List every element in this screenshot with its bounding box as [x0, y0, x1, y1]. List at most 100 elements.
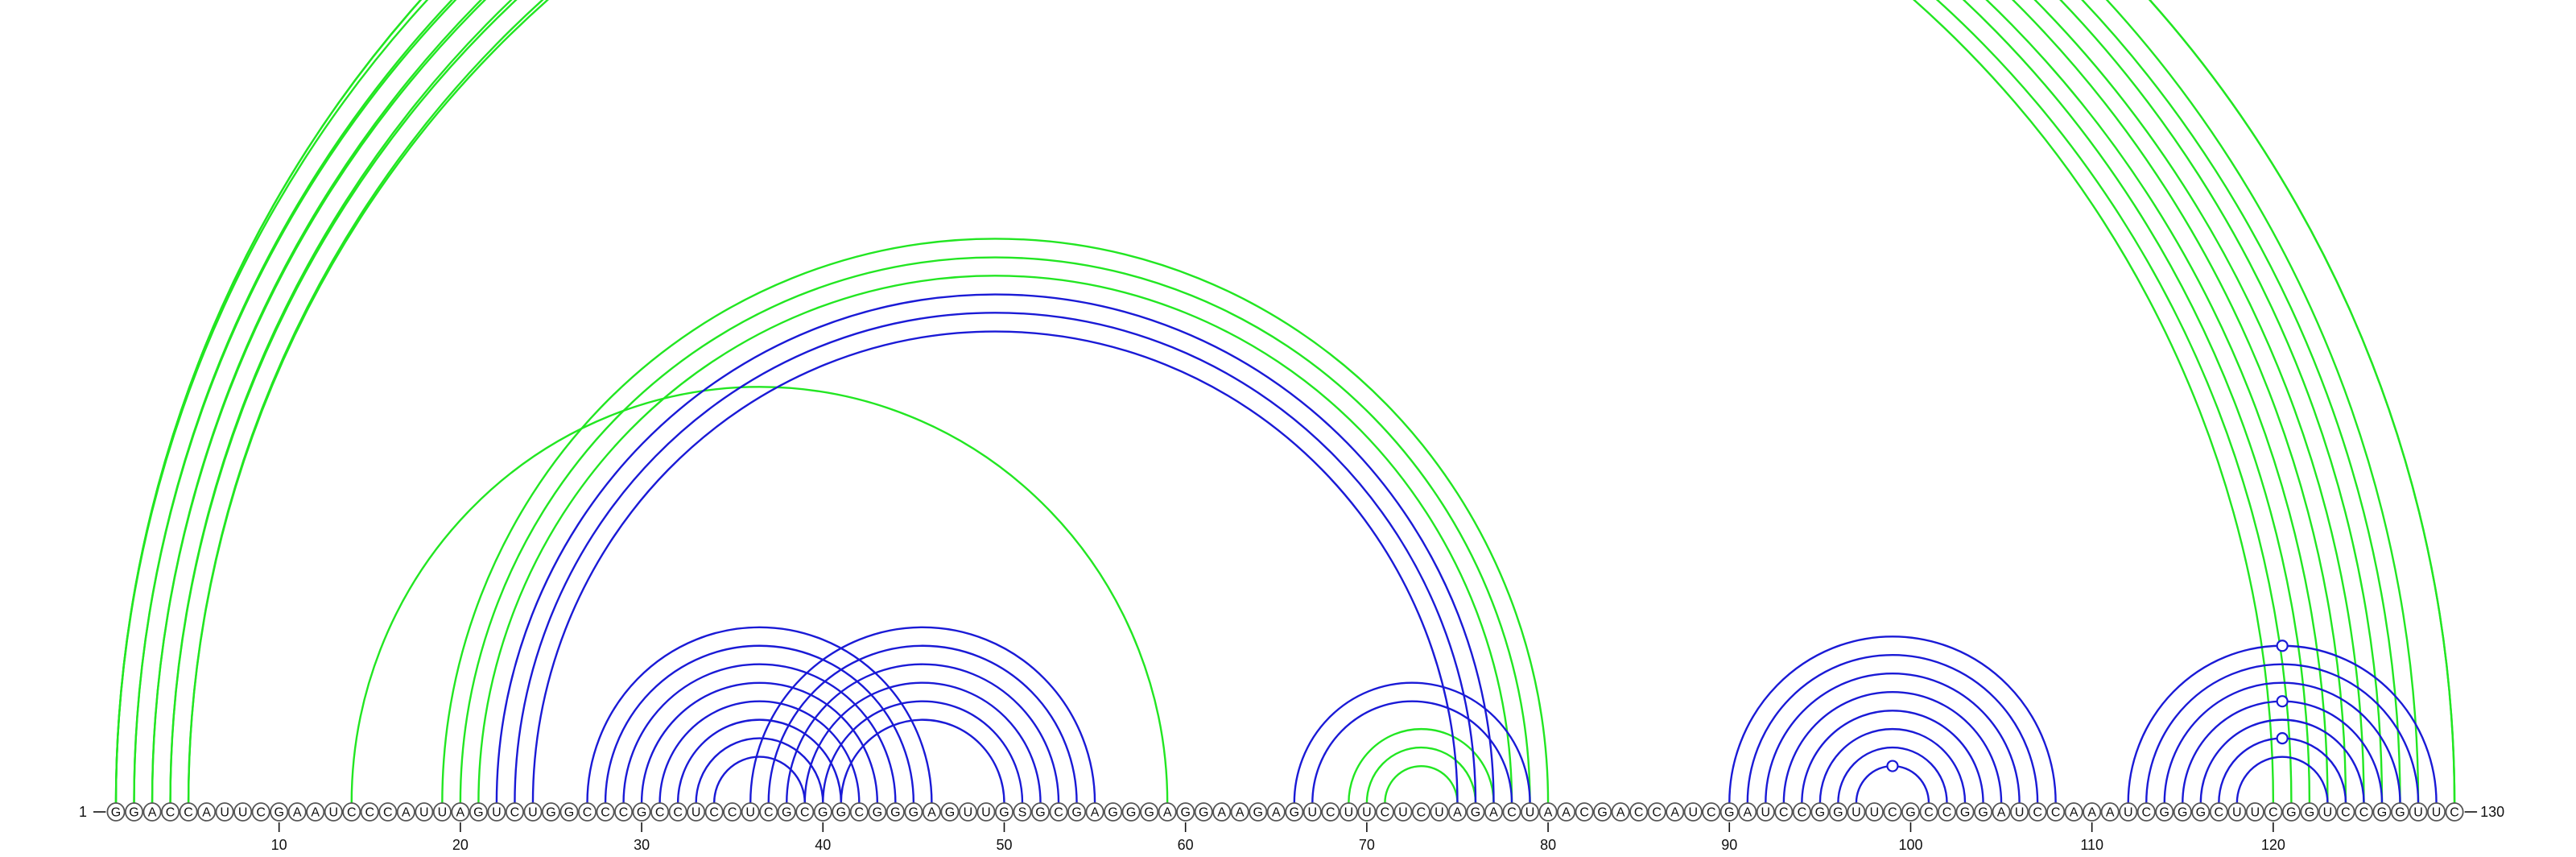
nucleotide: U	[2227, 802, 2247, 822]
nucleotide-circle	[432, 802, 452, 822]
nucleotide-circle	[161, 802, 180, 822]
nucleotide-letter: C	[673, 806, 683, 820]
nucleotide-circle	[1901, 802, 1920, 822]
nucleotide: G	[1901, 802, 1920, 822]
nucleotide: C	[650, 802, 670, 822]
nucleotide-circle	[1140, 802, 1159, 822]
nucleotide-letter: U	[1435, 806, 1444, 820]
base-pair-arc	[441, 238, 1550, 804]
nucleotide: G	[1249, 802, 1268, 822]
nucleotide: G	[1140, 802, 1159, 822]
nucleotide-circle	[2445, 802, 2464, 822]
nucleotide-circle	[1447, 802, 1467, 822]
nucleotide: G	[632, 802, 651, 822]
nucleotide: G	[868, 802, 887, 822]
tick-label: 60	[1178, 837, 1194, 853]
nucleotide-circle	[2191, 802, 2211, 822]
nucleotide-circle	[1575, 802, 1594, 822]
nucleotide-letter: C	[601, 806, 610, 820]
nucleotide: U	[1847, 802, 1866, 822]
nucleotide: C	[1702, 802, 1721, 822]
nucleotide-circle	[1357, 802, 1377, 822]
nucleotide: U	[1357, 802, 1377, 822]
nucleotide-letter: U	[2015, 806, 2025, 820]
nucleotide-letter: C	[1652, 806, 1662, 820]
nucleotide: C	[179, 802, 198, 822]
nucleotide-letter: A	[1544, 806, 1553, 820]
position-ticks: 10 20 30 40 50 60 70 80 90 100 110 120	[271, 822, 2285, 853]
nucleotide-letter: C	[1888, 806, 1897, 820]
nucleotide: C	[360, 802, 379, 822]
nucleotide-circle	[813, 802, 832, 822]
nucleotide-circle	[1955, 802, 1975, 822]
nucleotide: G	[813, 802, 832, 822]
nucleotide-letter: A	[1091, 806, 1100, 820]
nucleotide-letter: G	[564, 806, 574, 820]
nucleotide-letter: G	[2305, 806, 2314, 820]
nucleotide-circle	[197, 802, 217, 822]
base-pair-arc	[2145, 663, 2420, 804]
base-pair-arc	[786, 663, 1060, 804]
nucleotide-letter: G	[1180, 806, 1190, 820]
base-pair-arc	[822, 700, 1024, 804]
nucleotide-circle	[2083, 802, 2102, 822]
nucleotide: C	[1647, 802, 1666, 822]
nucleotide-circle	[1302, 802, 1322, 822]
nucleotide: A	[451, 802, 470, 822]
nucleotide: C	[1883, 802, 1902, 822]
nucleotide-circle	[487, 802, 506, 822]
sequence-baseline: 1 130	[79, 804, 2504, 820]
nucleotide-circle	[1938, 802, 1957, 822]
nucleotide-circle	[2264, 802, 2283, 822]
nucleotide: C	[2264, 802, 2283, 822]
nucleotide: G	[270, 802, 289, 822]
nucleotide-circle	[1393, 802, 1413, 822]
nucleotide: A	[1158, 802, 1177, 822]
nucleotide-circle	[614, 802, 634, 822]
nucleotide: U	[324, 802, 343, 822]
base-pair-arc	[1365, 746, 1477, 804]
tick-label: 120	[2261, 837, 2285, 853]
tick-label: 10	[271, 837, 287, 853]
nucleotide: C	[1629, 802, 1649, 822]
base-pair-arc	[767, 644, 1078, 804]
nucleotide-letter: U	[438, 806, 448, 820]
nucleotide-circle	[1430, 802, 1449, 822]
nucleotide-circle	[1013, 802, 1032, 822]
nucleotide-letter: G	[2196, 806, 2206, 820]
nucleotide-letter: G	[1978, 806, 1988, 820]
nucleotide: A	[1557, 802, 1576, 822]
nucleotide-circle	[1557, 802, 1576, 822]
base-pair-arc	[803, 681, 1042, 804]
nucleotide-letter: A	[927, 806, 936, 820]
nucleotide-circle	[1249, 802, 1268, 822]
nucleotide-letter: C	[2033, 806, 2042, 820]
base-pair-arc	[187, 0, 2293, 804]
nucleotide: C	[668, 802, 687, 822]
nucleotide: U	[1302, 802, 1322, 822]
nucleotide: G	[832, 802, 851, 822]
nucleotide-letter: U	[2251, 806, 2260, 820]
nucleotide-letter: C	[855, 806, 865, 820]
nucleotide-letter: G	[1199, 806, 1208, 820]
nucleotide-circle	[1466, 802, 1485, 822]
base-pair-arc	[1782, 691, 2003, 804]
nucleotide-circle	[1810, 802, 1830, 822]
nucleotide-letter: C	[1579, 806, 1589, 820]
nucleotide-circle	[1847, 802, 1866, 822]
nucleotide-letter: C	[1798, 806, 1807, 820]
nucleotide-letter: G	[1724, 806, 1734, 820]
nucleotide-letter: A	[1562, 806, 1571, 820]
nucleotide-circle	[2173, 802, 2192, 822]
base-pair-arc	[1818, 728, 1967, 804]
nucleotide-circle	[2281, 802, 2301, 822]
nucleotide-circle	[1339, 802, 1358, 822]
nucleotide-circle	[2300, 802, 2319, 822]
nucleotide: A	[2083, 802, 2102, 822]
nucleotide: C	[578, 802, 597, 822]
nucleotide-circle	[2119, 802, 2138, 822]
nucleotide-circle	[1067, 802, 1087, 822]
nucleotide: G	[2191, 802, 2211, 822]
sequence-start-label: 1	[79, 804, 87, 820]
nucleotide: G	[2372, 802, 2392, 822]
